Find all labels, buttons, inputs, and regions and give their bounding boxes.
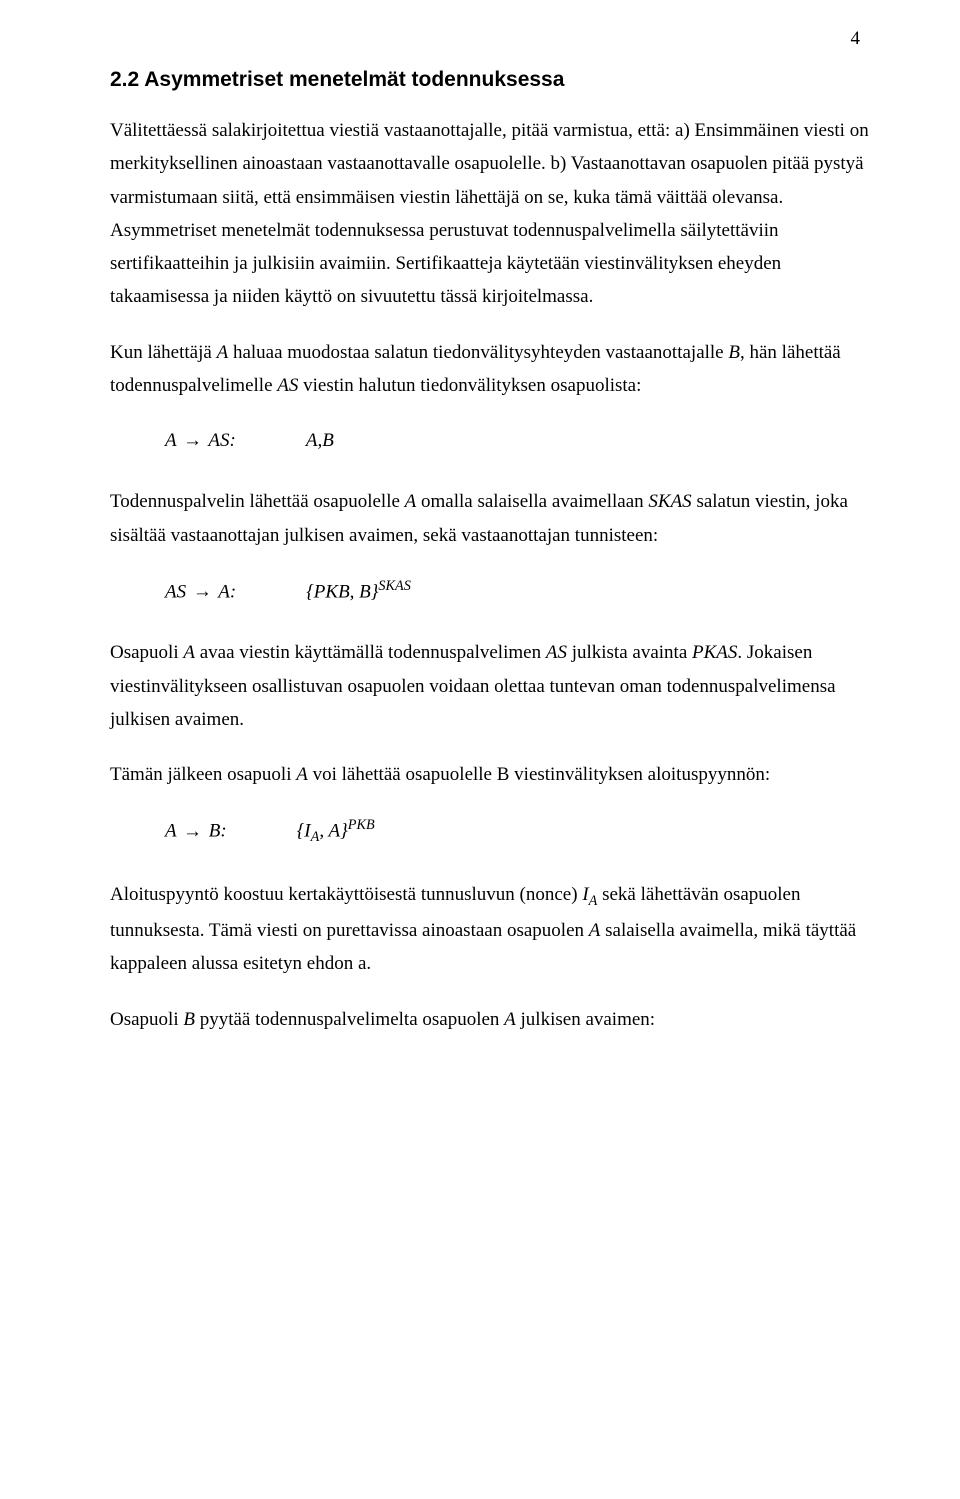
formula-1: A → AS: A,B xyxy=(110,424,870,457)
section-heading: 2.2 Asymmetriset menetelmät todennuksess… xyxy=(110,68,870,92)
formula3-rhs-open: {I xyxy=(297,821,311,842)
formula2-lhs: AS xyxy=(165,581,191,602)
paragraph-4: Osapuoli A avaa viestin käyttämällä tode… xyxy=(110,636,870,736)
para3-key-skas: SKAS xyxy=(648,491,691,512)
para4-text2: avaa viestin käyttämällä todennuspalveli… xyxy=(195,642,546,663)
para2-text2: haluaa muodostaa salatun tiedonvälitysyh… xyxy=(228,342,728,363)
formula3-sup: PKB xyxy=(348,817,375,833)
para4-entity-as: AS xyxy=(546,642,567,663)
formula-2: AS → A: {PKB, B}SKAS xyxy=(110,574,870,609)
paragraph-7: Osapuoli B pyytää todennuspalvelimelta o… xyxy=(110,1003,870,1036)
paragraph-2: Kun lähettäjä A haluaa muodostaa salatun… xyxy=(110,336,870,403)
formula-3: A → B:{IA, A}PKB xyxy=(110,813,870,850)
formula2-rhs: {PKB, B} xyxy=(306,581,378,602)
para7-text3: julkisen avaimen: xyxy=(516,1009,655,1030)
paragraph-1: Välitettäessä salakirjoitettua viestiä v… xyxy=(110,114,870,314)
para6-text: Aloituspyyntö koostuu kertakäyttöisestä … xyxy=(110,884,582,905)
arrow-icon: → xyxy=(181,821,204,842)
formula1-mid: AS: xyxy=(204,430,236,451)
arrow-icon: → xyxy=(191,581,214,602)
paragraph-3: Todennuspalvelin lähettää osapuolelle A … xyxy=(110,485,870,552)
para4-entity-a: A xyxy=(183,642,195,663)
formula1-rhs: A,B xyxy=(306,430,334,451)
para7-text2: pyytää todennuspalvelimelta osapuolen xyxy=(195,1009,504,1030)
para2-entity-b: B xyxy=(728,342,740,363)
formula3-lhs: A xyxy=(165,821,181,842)
paragraph-6: Aloituspyyntö koostuu kertakäyttöisestä … xyxy=(110,878,870,980)
formula1-lhs: A xyxy=(165,430,181,451)
arrow-icon: → xyxy=(181,430,204,451)
para7-entity-b: B xyxy=(183,1009,195,1030)
para2-text4: viestin halutun tiedonvälityksen osapuol… xyxy=(298,375,641,396)
para2-entity-a: A xyxy=(217,342,229,363)
page-number: 4 xyxy=(851,28,861,50)
formula3-rhs-close: , A} xyxy=(319,821,347,842)
para3-text2: omalla salaisella avaimellaan xyxy=(416,491,648,512)
document-page: 4 2.2 Asymmetriset menetelmät todennukse… xyxy=(0,0,960,1499)
para5-text2: voi lähettää osapuolelle B viestinvälity… xyxy=(308,764,770,785)
formula2-sup: SKAS xyxy=(378,578,410,594)
para2-entity-as: AS xyxy=(277,375,298,396)
para7-text: Osapuoli xyxy=(110,1009,183,1030)
para7-entity-a: A xyxy=(504,1009,516,1030)
para4-key-pkas: PKAS xyxy=(692,642,737,663)
formula2-mid: A: xyxy=(214,581,236,602)
formula3-mid: B: xyxy=(204,821,227,842)
paragraph-5: Tämän jälkeen osapuoli A voi lähettää os… xyxy=(110,758,870,791)
para2-text: Kun lähettäjä xyxy=(110,342,217,363)
para3-text: Todennuspalvelin lähettää osapuolelle xyxy=(110,491,405,512)
para3-entity-a: A xyxy=(405,491,417,512)
para6-entity-a: A xyxy=(589,920,601,941)
para5-text: Tämän jälkeen osapuoli xyxy=(110,764,296,785)
para4-text3: julkista avainta xyxy=(567,642,692,663)
para4-text: Osapuoli xyxy=(110,642,183,663)
para5-entity-a: A xyxy=(296,764,308,785)
